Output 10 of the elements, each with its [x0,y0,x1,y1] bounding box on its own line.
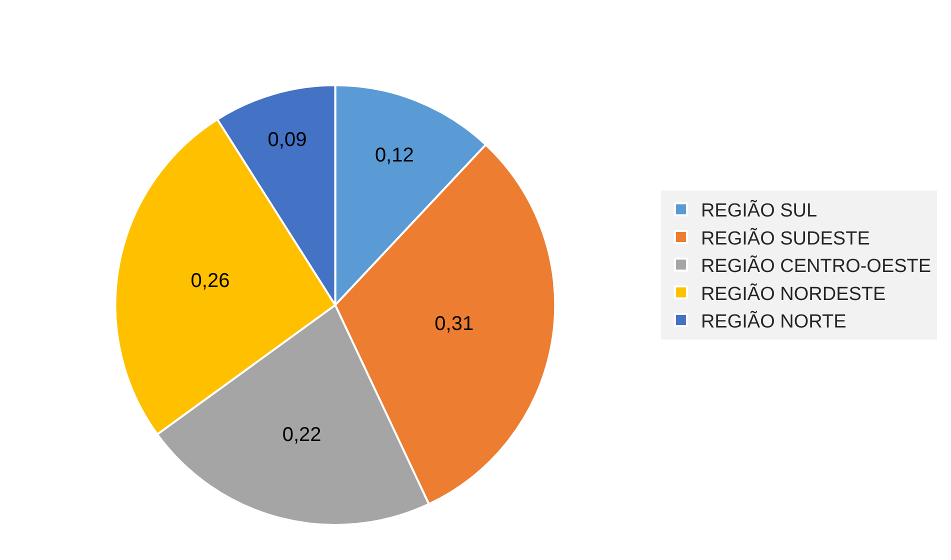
data-label: 0,12 [374,144,414,167]
data-label: 0,26 [190,270,230,292]
legend-label: REGIÃO SUDESTE [700,227,870,250]
legend-label: REGIÃO CENTRO-OESTE [700,255,932,278]
legend-label: REGIÃO SUL [700,200,818,222]
legend-label: REGIÃO NORTE [700,310,846,332]
data-label: 0,09 [268,128,307,151]
data-label: 0,31 [434,312,474,335]
legend-label: REGIÃO NORDESTE [700,282,886,305]
data-label: 0,22 [282,424,322,446]
